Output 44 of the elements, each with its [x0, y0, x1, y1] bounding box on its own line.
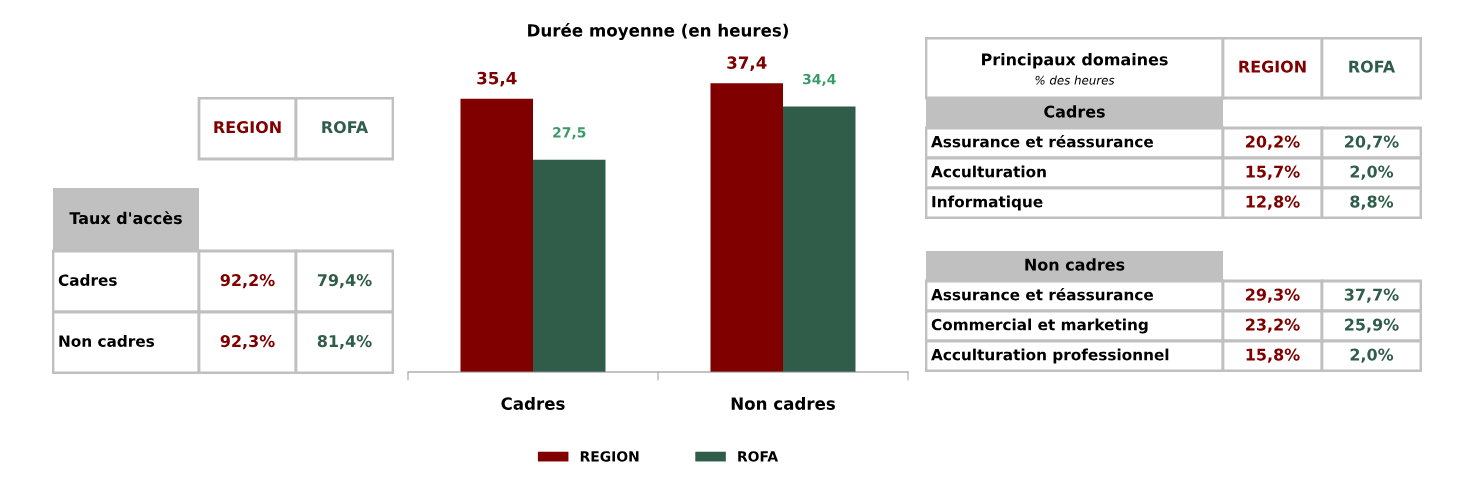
text: % des heures — [1035, 75, 1115, 85]
text: 2,0% — [1350, 348, 1394, 363]
category-label: Cadres — [1044, 105, 1105, 118]
category-label: Taux d'accès — [69, 211, 182, 225]
category-label: Assurance et réassurance — [931, 135, 1153, 148]
text: 20,2% — [1246, 135, 1300, 150]
legend-label: ROFA — [322, 121, 369, 134]
text: 37,7% — [1344, 288, 1399, 303]
chart-title: Durée moyenne (en heures) — [528, 23, 788, 40]
data-label: 35,4 — [477, 71, 517, 87]
bar — [460, 98, 533, 372]
data-label: 27,5 — [553, 127, 586, 140]
text: 15,7% — [1246, 165, 1300, 180]
category-label: Cadres — [58, 274, 117, 286]
text: Principaux domaines — [982, 53, 1168, 69]
text: 23,2% — [1246, 318, 1300, 333]
bar — [533, 159, 606, 372]
text: 92,3% — [220, 335, 275, 350]
text: 15,8% — [1246, 348, 1300, 363]
legend-label: REGION — [214, 121, 281, 134]
category-label: Acculturation — [931, 165, 1046, 178]
legend-label: ROFA — [738, 451, 779, 462]
text: 25,9% — [1345, 318, 1399, 333]
text: 79,4% — [317, 274, 372, 289]
data-label: 37,4 — [727, 56, 767, 72]
category-label: Non cadres — [59, 335, 155, 347]
text: 12,8% — [1246, 195, 1300, 210]
category-label: Non cadres — [1025, 258, 1125, 271]
bar — [710, 83, 783, 372]
text: 8,8% — [1350, 195, 1394, 210]
category-label: Assurance et réassurance — [931, 288, 1153, 301]
category-label: Acculturation professionnel — [931, 348, 1169, 364]
text: 20,7% — [1345, 135, 1399, 150]
text: 92,2% — [220, 274, 275, 289]
legend-label: REGION — [1239, 60, 1306, 73]
category-label: Informatique — [932, 195, 1043, 211]
text: 81,4% — [317, 335, 372, 350]
data-label: 34,4 — [803, 73, 836, 87]
legend-label: REGION — [580, 451, 639, 462]
text: 29,3% — [1246, 288, 1300, 303]
text: 2,0% — [1350, 165, 1394, 180]
legend-label: ROFA — [1349, 60, 1396, 73]
bar — [783, 106, 856, 372]
category-label: Commercial et marketing — [931, 318, 1148, 334]
